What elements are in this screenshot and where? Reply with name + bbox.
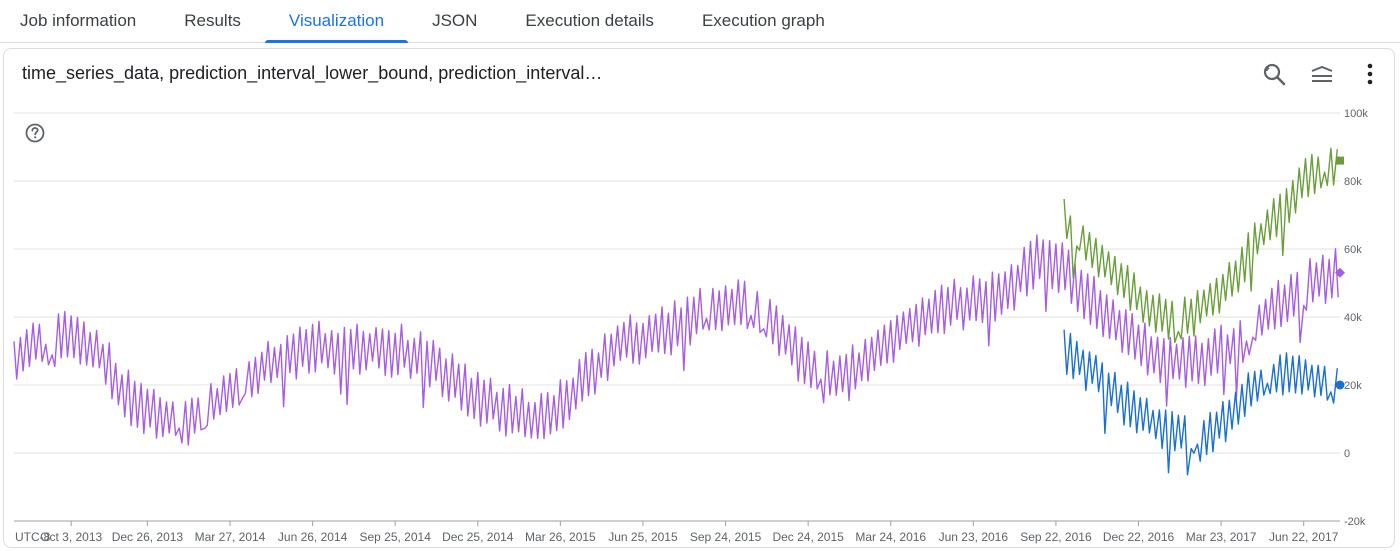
y-tick-label: 100k — [1344, 108, 1368, 120]
series-line-time_series_data — [13, 234, 1339, 446]
y-tick-label: -20k — [1344, 516, 1366, 528]
y-tick-label: 20k — [1344, 380, 1362, 392]
y-tick-label: 0 — [1344, 448, 1350, 460]
y-tick-label: 80k — [1344, 176, 1362, 188]
x-tick-label: Mar 26, 2015 — [525, 530, 596, 544]
y-tick-label: 60k — [1344, 244, 1362, 256]
x-tick-label: Sep 22, 2016 — [1020, 530, 1092, 544]
series-end-marker-prediction_interval_upper_bound — [1336, 156, 1344, 165]
x-tick-label: Jun 25, 2015 — [608, 530, 678, 544]
series-line-prediction_interval_upper_bound — [1063, 147, 1338, 344]
timezone-label: UTC-8 — [15, 530, 51, 544]
tab-job-information[interactable]: Job information — [20, 11, 137, 30]
x-tick-label: Jun 26, 2014 — [278, 530, 348, 544]
tab-execution-details[interactable]: Execution details — [525, 11, 654, 30]
x-tick-label: Jun 22, 2017 — [1269, 530, 1339, 544]
series-line-prediction_interval_lower_bound — [1063, 329, 1338, 476]
chart-title: time_series_data, prediction_interval_lo… — [22, 63, 603, 83]
y-tick-label: 40k — [1344, 312, 1362, 324]
series-end-marker-prediction_interval_lower_bound — [1335, 380, 1345, 390]
x-tick-label: Jun 23, 2016 — [939, 530, 1009, 544]
x-tick-label: Dec 25, 2014 — [442, 530, 514, 544]
tab-bar: Job information Results Visualization JS… — [0, 0, 1400, 43]
tab-results[interactable]: Results — [184, 11, 241, 30]
x-tick-label: Sep 24, 2015 — [690, 530, 762, 544]
x-tick-label: Dec 22, 2016 — [1103, 530, 1175, 544]
x-tick-label: Dec 24, 2015 — [772, 530, 844, 544]
tab-json[interactable]: JSON — [432, 11, 478, 30]
legend-toggle-icon[interactable] — [1306, 59, 1338, 89]
x-tick-label: Sep 25, 2014 — [359, 530, 431, 544]
x-tick-label: Oct 3, 2013 — [40, 530, 102, 544]
tab-visualization[interactable]: Visualization — [264, 0, 409, 43]
x-tick-label: Mar 23, 2017 — [1186, 530, 1257, 544]
x-tick-label: Dec 26, 2013 — [112, 530, 184, 544]
x-tick-label: Mar 24, 2016 — [855, 530, 926, 544]
tab-execution-graph[interactable]: Execution graph — [701, 11, 825, 30]
help-icon[interactable] — [24, 122, 46, 144]
more-vert-icon[interactable] — [1354, 59, 1386, 89]
series-end-marker-time_series_data — [1335, 267, 1345, 278]
reset-zoom-icon[interactable] — [1258, 59, 1290, 89]
x-tick-label: Mar 27, 2014 — [195, 530, 266, 544]
